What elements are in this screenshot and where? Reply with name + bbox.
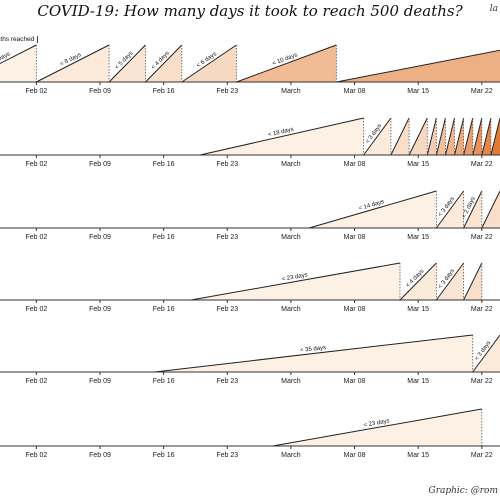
x-axis-tick-label: Feb 09: [89, 234, 111, 241]
segment-slope-line: [490, 117, 500, 156]
segment-area: [0, 45, 37, 82]
segment-slope-line: [426, 117, 437, 156]
segment-slope-line: [435, 190, 465, 229]
milestone-annotation: 500 deaths reached: [0, 36, 35, 43]
x-axis-tick-label: Feb 02: [25, 161, 47, 168]
segment-slope-line: [236, 44, 337, 83]
x-axis-tick-label: March: [281, 88, 301, 95]
graphic-credit: Graphic: @rom: [428, 486, 498, 496]
x-axis-tick-label: Mar 15: [407, 234, 429, 241]
x-axis-tick-label: Feb 16: [153, 88, 175, 95]
segment-slope-line: [363, 117, 392, 156]
segment-slope-line: [0, 44, 37, 65]
panel-2: < 18 days < 3 days: [199, 117, 500, 156]
segment-slope-line: [199, 117, 364, 156]
x-axis-tick-label: Mar 22: [471, 88, 493, 95]
chart-title: COVID-19: How many days it took to reach…: [37, 2, 463, 20]
x-axis-tick-label: Mar 22: [471, 161, 493, 168]
segment-duration-label: < 18 days: [267, 127, 294, 139]
panel-4: < 23 days < 4 days < 3 days: [190, 262, 483, 301]
segment-slope-line: [481, 190, 500, 229]
x-axis-tick-label: Mar 15: [407, 161, 429, 168]
segment-area: [336, 50, 500, 82]
segment-slope-line: [399, 262, 437, 301]
x-axis-tick-label: Feb 16: [153, 161, 175, 168]
segment-slope-line: [454, 117, 465, 156]
x-axis-tick-label: Mar 15: [407, 306, 429, 313]
x-axis-tick-label: Mar 22: [471, 378, 493, 385]
segment-slope-line: [408, 117, 428, 156]
x-axis-tick-label: Feb 23: [216, 378, 238, 385]
segment-slope-line: [481, 117, 492, 156]
segment-slope-line: [108, 44, 146, 83]
x-axis-tick-label: Mar 22: [471, 306, 493, 313]
x-axis-tick-label: Mar 08: [344, 234, 366, 241]
x-axis-tick-label: Mar 08: [344, 306, 366, 313]
panel-5: < 35 days < 3 days: [154, 334, 500, 373]
segment-slope-line: [472, 334, 500, 373]
segment-slope-line: [463, 262, 483, 301]
x-axis-tick-label: Feb 09: [89, 161, 111, 168]
x-axis-tick-label: Mar 08: [344, 378, 366, 385]
x-axis-tick-label: Mar 08: [344, 452, 366, 459]
segment-slope-line: [444, 117, 456, 156]
x-axis-tick-label: Mar 15: [407, 378, 429, 385]
x-axis-tick-label: Feb 23: [216, 452, 238, 459]
segment-slope-line: [463, 117, 474, 156]
x-axis-tick-label: Mar 22: [471, 452, 493, 459]
x-axis-tick-label: Feb 16: [153, 452, 175, 459]
x-axis-tick-label: Feb 02: [25, 234, 47, 241]
x-axis-tick-label: Feb 02: [25, 306, 47, 313]
segment-duration-label: < 23 days: [281, 272, 308, 282]
x-axis-tick-label: Feb 02: [25, 452, 47, 459]
segment-duration-label: < 35 days: [300, 345, 327, 354]
x-axis-tick-label: March: [281, 452, 301, 459]
x-axis-tick-label: March: [281, 234, 301, 241]
x-axis-tick-label: Feb 02: [25, 378, 47, 385]
x-axis-tick-label: Feb 09: [89, 378, 111, 385]
panel-3: < 14 days < 3 days < 2 days: [308, 190, 500, 229]
segment-slope-line: [272, 408, 482, 447]
segment-slope-line: [190, 262, 401, 301]
segment-slope-line: [435, 262, 465, 301]
segment-slope-line: [145, 44, 183, 83]
panel-1: < 14 days< 8 days< 5 days< 4 days< 6 day…: [0, 44, 500, 83]
segment-slope-line: [36, 44, 110, 83]
x-axis-tick-label: March: [281, 378, 301, 385]
segment-slope-line: [181, 44, 237, 83]
x-axis-tick-label: Feb 23: [216, 88, 238, 95]
panel-6: < 23 days: [272, 408, 483, 447]
segment-slope-line: [336, 49, 500, 83]
x-axis-tick-label: Mar 15: [407, 452, 429, 459]
x-axis-tick-label: Mar 22: [471, 234, 493, 241]
x-axis-tick-label: Feb 16: [153, 234, 175, 241]
x-axis-tick-label: Mar 15: [407, 88, 429, 95]
segment-slope-line: [154, 334, 473, 373]
x-axis-tick-label: Feb 09: [89, 452, 111, 459]
x-axis-tick-label: Feb 23: [216, 234, 238, 241]
x-axis-tick-label: Feb 02: [25, 88, 47, 95]
segment-slope-line: [435, 117, 446, 156]
x-axis-tick-label: Feb 09: [89, 306, 111, 313]
segment-slope-line: [390, 117, 410, 156]
x-axis-tick-label: March: [281, 306, 301, 313]
segment-slope-line: [308, 190, 437, 229]
x-axis-tick-label: Feb 16: [153, 378, 175, 385]
x-axis-tick-label: March: [281, 161, 301, 168]
x-axis-tick-label: Mar 08: [344, 161, 366, 168]
segment-slope-line: [472, 117, 483, 156]
x-axis-tick-label: Feb 09: [89, 88, 111, 95]
x-axis-tick-label: Feb 23: [216, 306, 238, 313]
corner-label: la: [489, 4, 498, 14]
x-axis-tick-label: Feb 16: [153, 306, 175, 313]
segment-duration-label: < 23 days: [363, 418, 390, 428]
segment-slope-line: [463, 190, 483, 229]
x-axis-tick-label: Feb 23: [216, 161, 238, 168]
x-axis-tick-label: Mar 08: [344, 88, 366, 95]
